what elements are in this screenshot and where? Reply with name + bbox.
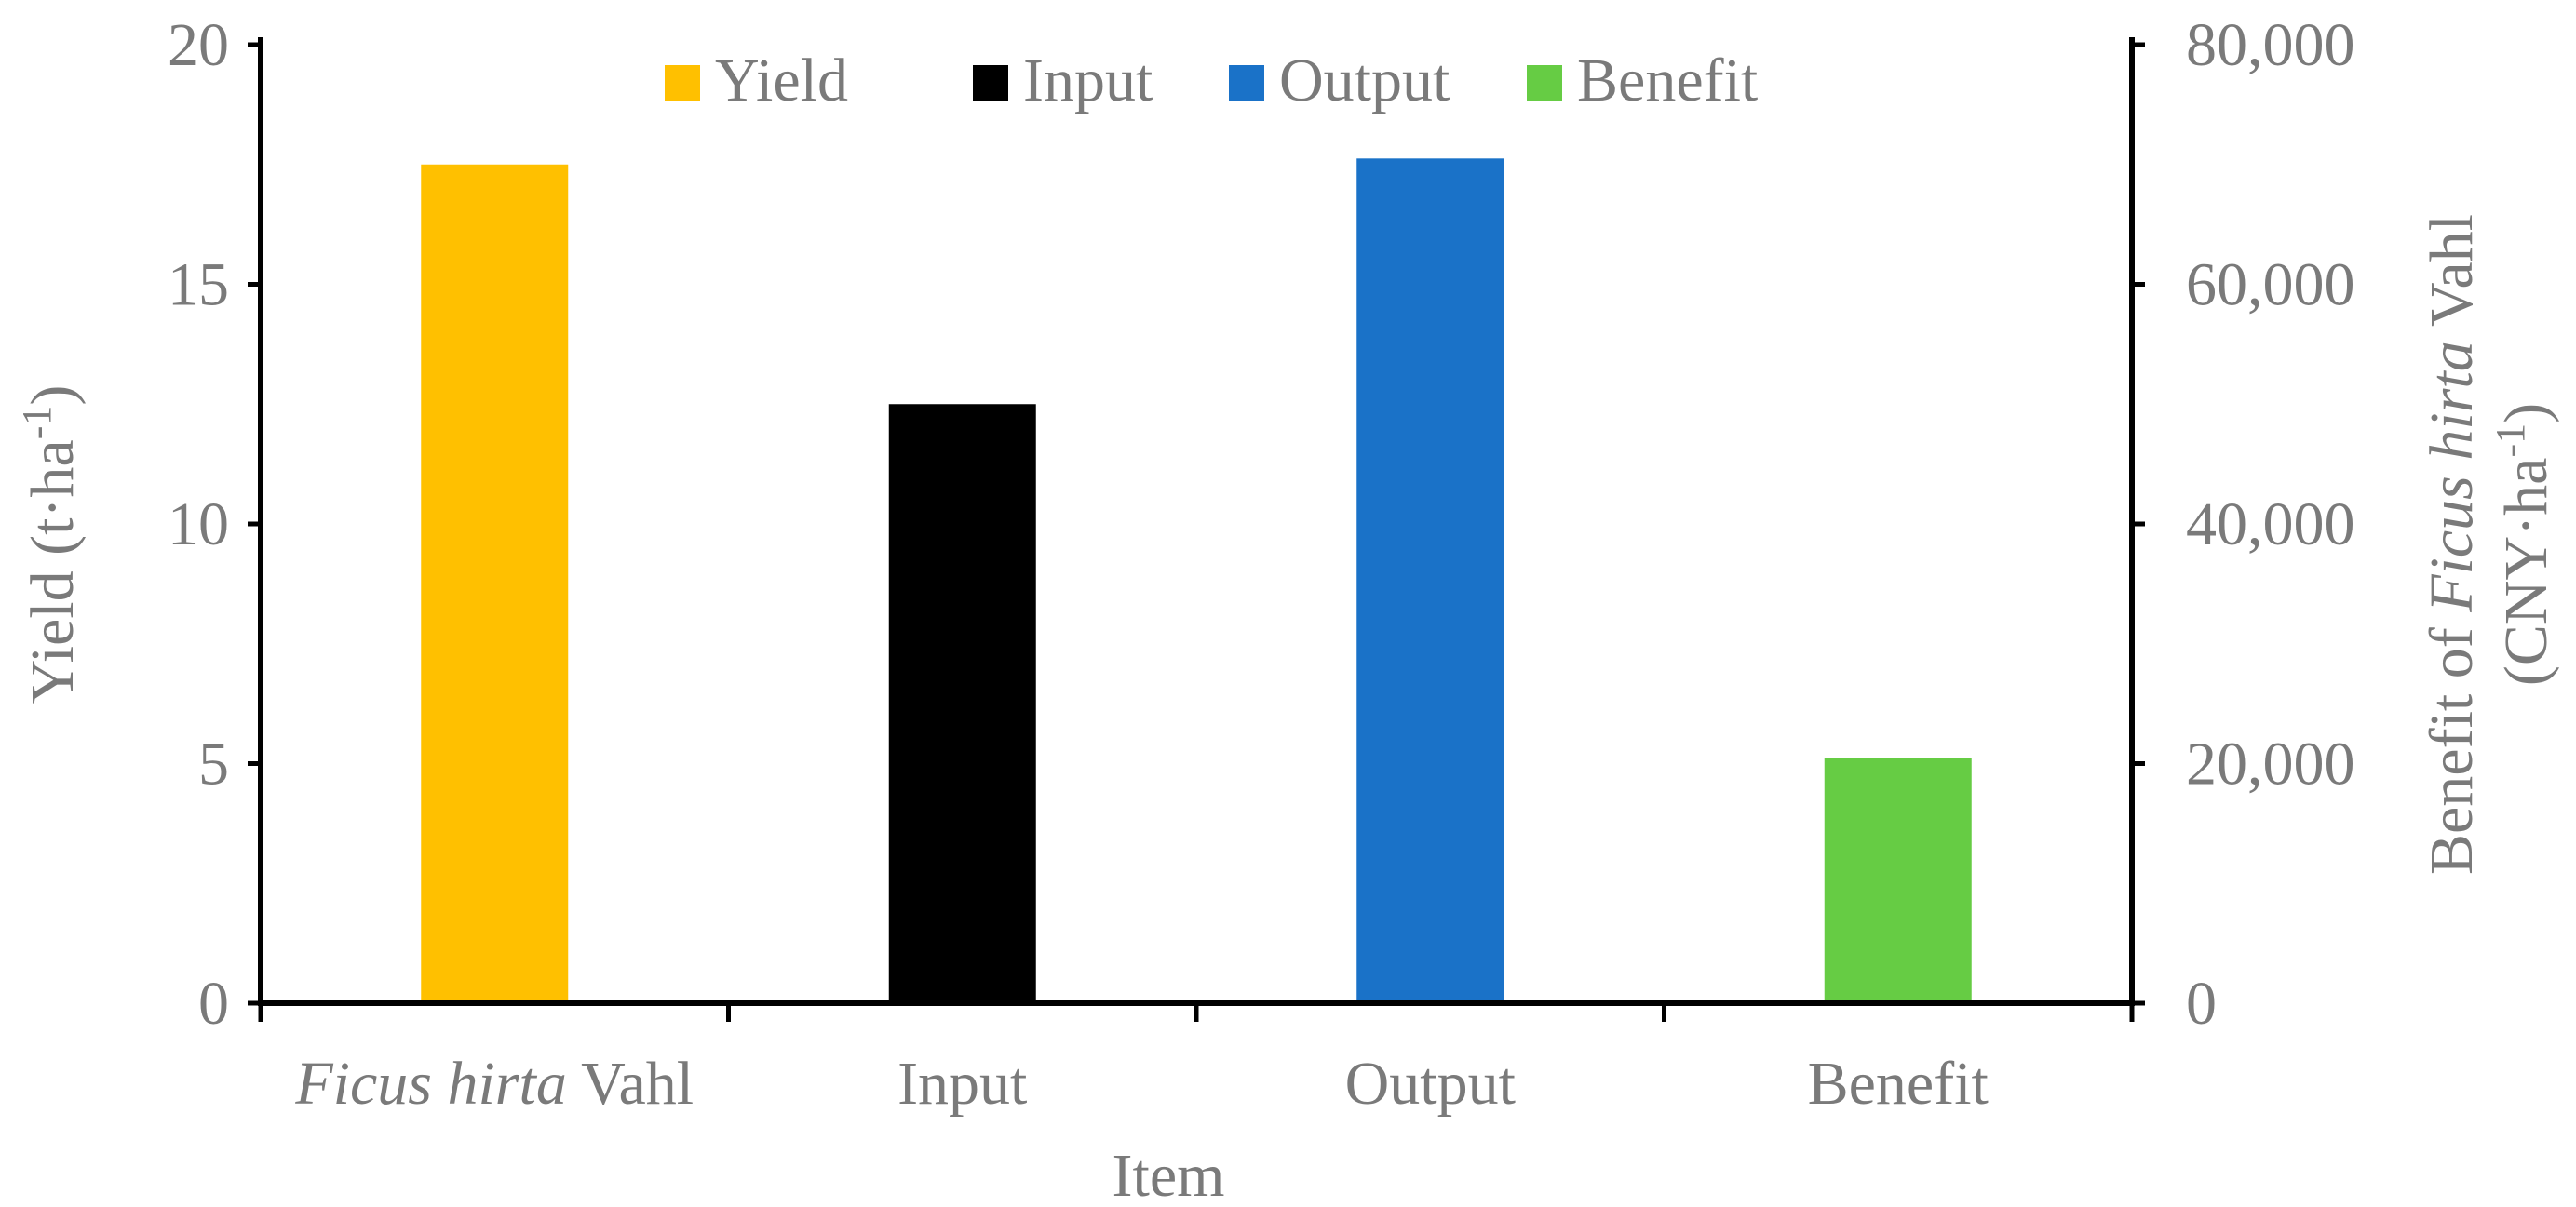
category-label-text: Output [1345, 1050, 1516, 1118]
left-axis-title-close: ) [19, 385, 87, 406]
category-label-italic: Ficus hirta [294, 1050, 567, 1118]
category-label-text: Benefit [1808, 1050, 1989, 1118]
category-label: Ficus hirta Vahl [294, 1050, 694, 1118]
legend-swatch-input [973, 65, 1008, 101]
legend-label-output: Output [1279, 47, 1450, 114]
right-tick-label: 40,000 [2186, 490, 2355, 558]
legend-swatch-output [1229, 65, 1264, 101]
right-axis-title-prefix: Benefit of [2418, 612, 2486, 875]
right-tick-label: 0 [2186, 970, 2217, 1038]
category-label: Output [1345, 1050, 1516, 1118]
left-tick-label: 5 [198, 731, 229, 798]
category-label: Benefit [1808, 1050, 1989, 1118]
bar-yield [421, 164, 569, 1003]
left-axis-ticks: 0 5 10 15 20 [168, 11, 261, 1038]
bar-benefit [1824, 758, 1972, 1003]
left-tick-label: 20 [168, 11, 229, 79]
legend-swatch-yield [665, 65, 700, 101]
x-axis-ticks [258, 1003, 2135, 1022]
bars-group [421, 158, 1972, 1003]
left-tick-label: 10 [168, 490, 229, 558]
bar-input [888, 404, 1036, 1003]
left-axis-title-text: Yield (t·ha [19, 439, 87, 704]
category-labels: Ficus hirta Vahl Input Output Benefit [294, 1050, 1989, 1118]
category-label: Input [897, 1050, 1027, 1118]
right-axis-ticks: 0 20,000 40,000 60,000 80,000 [2132, 11, 2355, 1038]
x-axis-title: Item [1113, 1142, 1225, 1207]
right-axis-title-suffix: Vahl [2418, 214, 2486, 341]
right-axis-title-line1: Benefit of Ficus hirta Vahl [2418, 214, 2486, 875]
right-tick-label: 60,000 [2186, 251, 2355, 319]
legend-label-yield: Yield [715, 47, 848, 114]
right-axis-title-italic: Ficus hirta [2418, 341, 2486, 613]
left-tick-label: 0 [198, 970, 229, 1038]
right-axis-title-line2-sup: -1 [2488, 423, 2533, 458]
category-label-text: Vahl [567, 1050, 694, 1118]
right-axis-title-line2-close: ) [2492, 403, 2560, 423]
left-tick-label: 15 [168, 251, 229, 319]
legend-label-benefit: Benefit [1577, 47, 1758, 114]
right-tick-label: 20,000 [2186, 731, 2355, 798]
bar-output [1356, 158, 1504, 1003]
right-axis-title-line2: (CNY·ha-1) [2488, 403, 2560, 686]
right-tick-label: 80,000 [2186, 11, 2355, 79]
left-axis-title-sup: -1 [14, 406, 60, 440]
legend: Yield Input Output Benefit [665, 47, 1758, 114]
right-axis-title-line2-text: (CNY·ha [2492, 458, 2560, 687]
category-label-text: Input [897, 1050, 1027, 1118]
left-axis-title: Yield (t·ha-1) [14, 385, 87, 704]
legend-label-input: Input [1023, 47, 1153, 114]
legend-swatch-benefit [1527, 65, 1562, 101]
